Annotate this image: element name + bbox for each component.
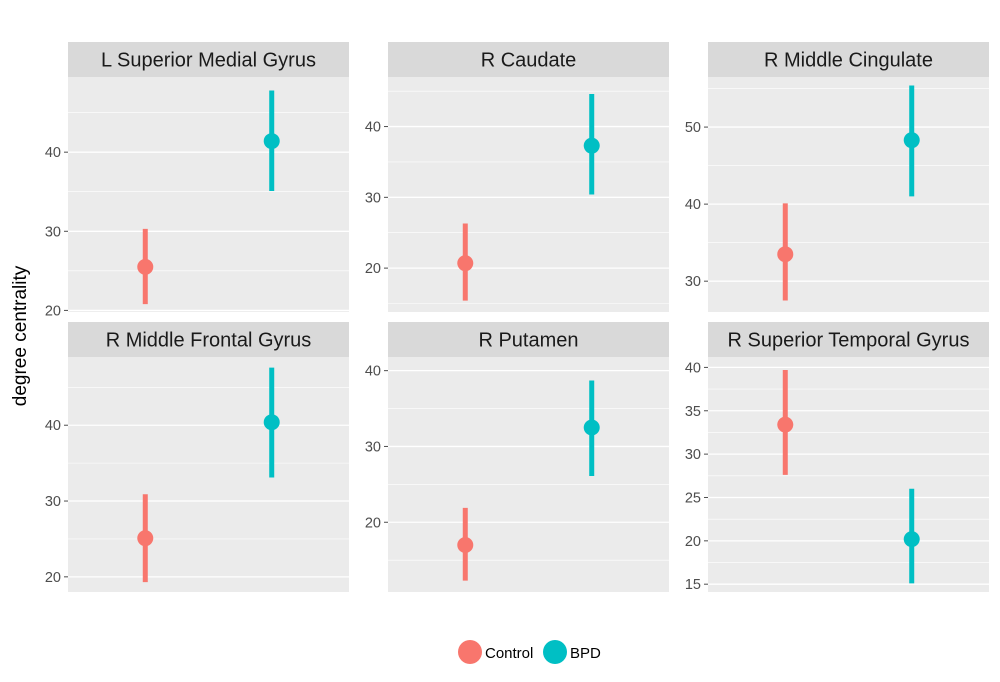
facet-panel: R Caudate 20 30 40 [365,42,669,312]
facet-strip [708,42,989,77]
plot-area [68,357,349,592]
mean-point-bpd [263,133,280,150]
facet-panel: R Putamen 20 30 40 [365,322,669,592]
mean-point-control [137,530,154,547]
facet-strip [708,322,989,357]
y-tick-label: 40 [685,360,701,376]
y-tick-label: 20 [45,570,61,586]
facet-panel: L Superior Medial Gyrus 20 30 40 [45,42,349,319]
y-tick-label: 30 [685,447,701,463]
facet-panel: R Superior Temporal Gyrus 15 20 25 30 35 40 [685,322,989,593]
facet-title: R Middle Frontal Gyrus [106,330,312,352]
plot-area [388,77,669,312]
y-tick-label: 40 [685,197,701,213]
y-axis-title: degree centrality [10,265,31,406]
y-tick-label: 50 [685,120,701,136]
facet-title: R Superior Temporal Gyrus [728,330,970,352]
mean-point-control [137,258,154,275]
facet-strip [68,42,349,77]
mean-point-control [457,537,474,553]
y-tick-label: 20 [685,534,701,550]
mean-point-bpd [263,414,280,431]
facet-title: R Putamen [478,330,578,352]
mean-point-control [457,255,474,272]
mean-point-bpd [903,132,920,149]
plot-area [68,77,349,312]
y-tick-label: 20 [365,515,381,531]
y-tick-label: 35 [685,404,701,420]
legend: Control BPD [458,640,601,664]
mean-point-bpd [903,531,920,548]
y-tick-label: 20 [365,261,381,277]
y-tick-label: 15 [685,577,701,593]
facet-title: L Superior Medial Gyrus [101,50,316,72]
facet-panel: R Middle Frontal Gyrus 20 30 40 [45,322,349,592]
mean-point-control [777,416,794,433]
y-tick-label: 30 [365,190,381,206]
facet-panels: L Superior Medial Gyrus 20 30 40 R Caudate 20… [45,42,989,593]
y-tick-label: 40 [45,145,61,161]
y-tick-label: 30 [45,494,61,510]
facet-strip [68,322,349,357]
y-tick-label: 30 [45,224,61,240]
y-tick-label: 30 [365,439,381,455]
plot-area [708,77,989,312]
plot-area [708,357,989,592]
facet-panel: R Middle Cingulate 30 40 50 [685,42,989,312]
legend-key-control [458,640,482,664]
facet-title: R Caudate [481,50,577,72]
mean-point-control [777,246,794,263]
mean-point-bpd [583,419,600,436]
facet-strip [388,42,669,77]
legend-label: Control [485,645,533,662]
legend-label: BPD [570,645,601,662]
legend-key-bpd [543,640,567,664]
facet-strip [388,322,669,357]
y-tick-label: 40 [365,364,381,380]
y-tick-label: 30 [685,274,701,290]
y-tick-label: 25 [685,490,701,506]
y-tick-label: 40 [365,120,381,136]
facet-title: R Middle Cingulate [764,50,933,72]
mean-point-bpd [583,137,600,154]
y-tick-label: 40 [45,418,61,434]
y-tick-label: 20 [45,303,61,319]
plot-area [388,357,669,592]
